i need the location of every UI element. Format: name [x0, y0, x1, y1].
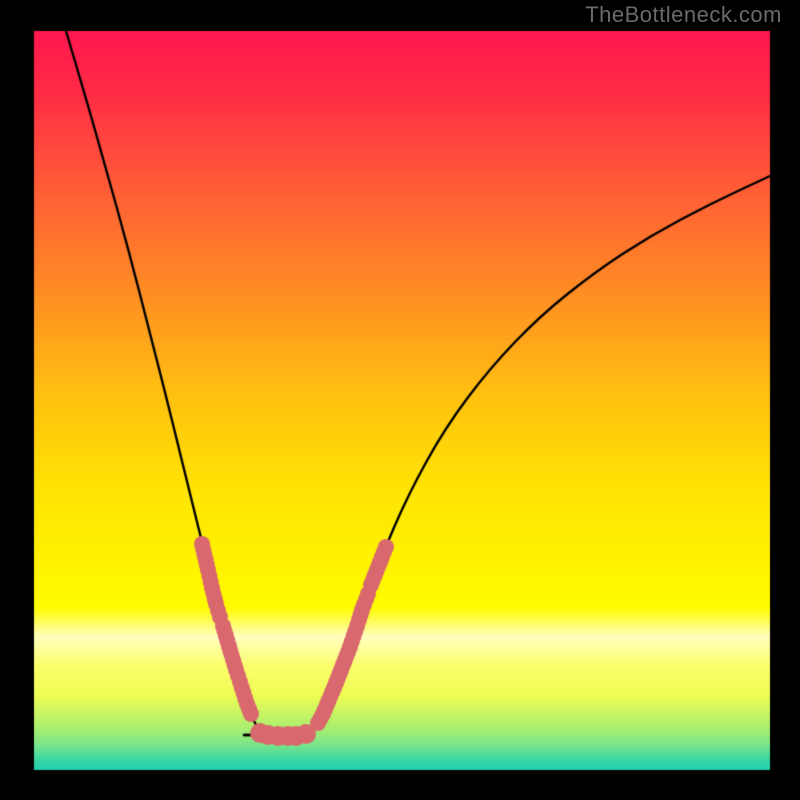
- plot-canvas: [0, 0, 800, 800]
- plot-frame: [0, 0, 800, 800]
- chart-stage: TheBottleneck.com: [0, 0, 800, 800]
- watermark-text: TheBottleneck.com: [585, 2, 782, 28]
